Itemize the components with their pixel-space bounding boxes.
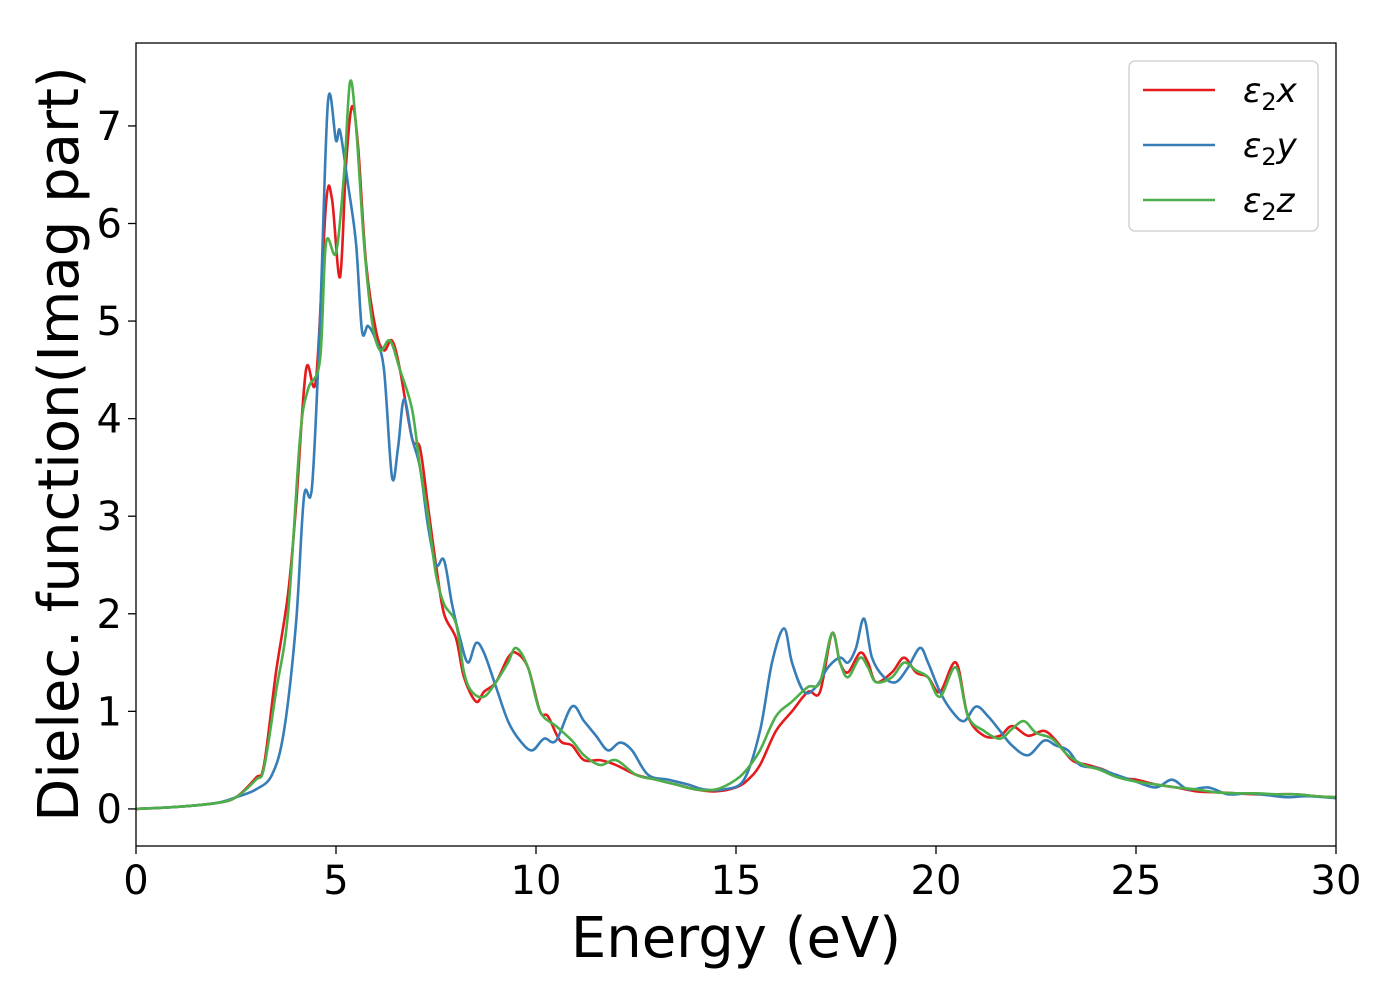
y-tick-label: 4 — [97, 397, 122, 443]
x-tick-label: 0 — [123, 858, 148, 904]
x-tick-label: 10 — [511, 858, 562, 904]
y-tick-label: 3 — [97, 494, 122, 540]
x-tick-label: 5 — [323, 858, 348, 904]
series-layer — [135, 79, 1337, 811]
legend-label-sub: 2 — [1261, 88, 1276, 116]
legend-label-y: ε2y — [1243, 126, 1298, 171]
y-tick-label: 7 — [97, 104, 122, 150]
series-line-y — [135, 92, 1337, 811]
x-tick-label: 20 — [911, 858, 962, 904]
x-tick-label: 15 — [711, 858, 762, 904]
legend-box — [1128, 60, 1319, 232]
y-tick-label: 1 — [97, 689, 122, 735]
legend-label-suffix: x — [1276, 71, 1298, 111]
legend-label-sub: 2 — [1261, 143, 1276, 171]
legend-label-suffix: y — [1276, 126, 1298, 166]
x-tick-label: 30 — [1311, 858, 1362, 904]
x-tick-label: 25 — [1111, 858, 1162, 904]
legend-label-x: ε2x — [1243, 71, 1298, 116]
y-tick-label: 0 — [97, 787, 122, 833]
legend-label-z: ε2z — [1243, 181, 1296, 226]
y-tick-label: 2 — [97, 592, 122, 638]
legend-label-sub: 2 — [1261, 198, 1276, 226]
legend-label-suffix: z — [1276, 181, 1296, 221]
y-axis-title: Dielec. function(Imag part) — [27, 66, 92, 822]
y-tick-label: 5 — [97, 299, 122, 345]
x-axis-title: Energy (eV) — [571, 906, 901, 971]
y-tick-label: 6 — [97, 202, 122, 248]
legend-label-base: ε — [1243, 181, 1261, 221]
series-line-z — [135, 79, 1337, 811]
legend-label-base: ε — [1243, 126, 1261, 166]
legend-label-base: ε — [1243, 71, 1261, 111]
x-axis: 0 5 10 15 20 25 30 — [123, 846, 1361, 904]
y-axis: 0 1 2 3 4 5 6 7 — [97, 104, 136, 833]
